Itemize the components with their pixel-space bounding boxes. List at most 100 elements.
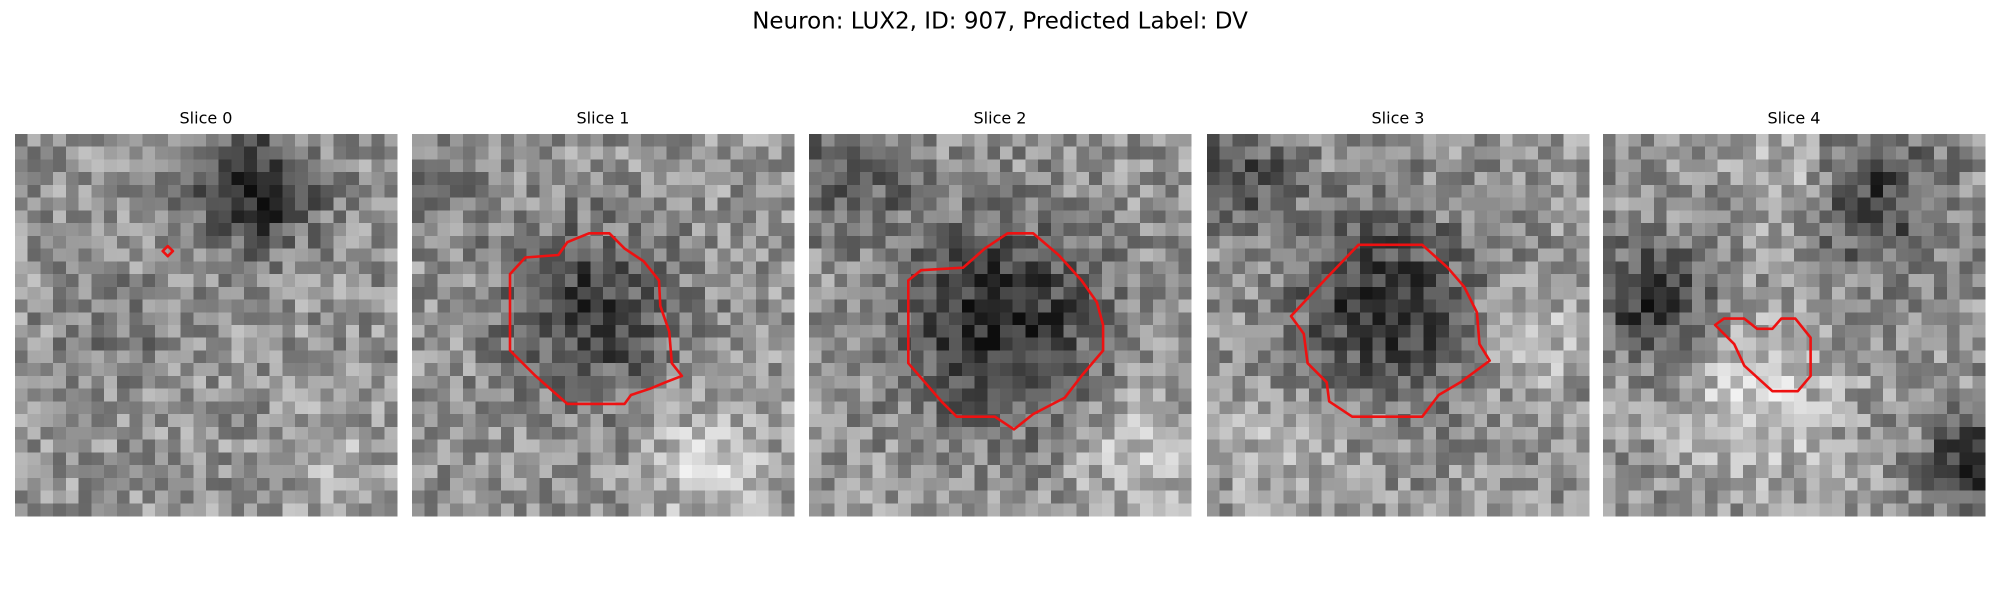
pixel	[1666, 325, 1680, 339]
pixel	[1563, 146, 1577, 161]
pixel	[1461, 452, 1475, 466]
pixel	[244, 426, 258, 441]
pixel	[1076, 426, 1090, 441]
pixel	[730, 312, 744, 326]
pixel	[1781, 286, 1795, 301]
pixel	[768, 146, 782, 161]
pixel	[1794, 414, 1808, 428]
pixel	[501, 184, 515, 199]
pixel	[1063, 299, 1077, 313]
pixel	[218, 401, 233, 415]
pixel	[1704, 134, 1719, 148]
pixel	[1538, 210, 1552, 224]
pixel	[116, 388, 131, 402]
pixel	[1207, 414, 1221, 428]
pixel	[666, 490, 680, 504]
pixel	[1257, 223, 1272, 237]
pixel	[821, 286, 836, 301]
pixel	[27, 197, 42, 211]
pixel	[1089, 503, 1103, 517]
pixel	[552, 312, 566, 326]
pixel	[1448, 401, 1463, 415]
pixel	[1423, 325, 1437, 339]
pixel	[679, 261, 693, 275]
pixel	[885, 134, 899, 148]
pixel	[936, 248, 950, 262]
pixel	[1398, 452, 1412, 466]
pixel	[885, 337, 899, 352]
pixel	[1270, 465, 1284, 479]
pixel	[40, 223, 54, 237]
pixel	[834, 223, 848, 237]
pixel	[1461, 274, 1475, 288]
pixel	[1257, 159, 1272, 173]
pixel	[424, 261, 439, 275]
pixel	[1755, 490, 1770, 504]
pixel	[91, 350, 105, 364]
pixel	[1448, 223, 1463, 237]
pixel	[526, 490, 540, 504]
pixel	[1934, 223, 1948, 237]
pixel	[1972, 274, 1986, 288]
pixel	[730, 134, 744, 148]
pixel	[1641, 401, 1655, 415]
pixel	[1114, 375, 1128, 390]
pixel	[1628, 465, 1642, 479]
pixel	[1794, 134, 1808, 148]
pixel	[218, 235, 233, 250]
pixel	[1423, 299, 1437, 313]
pixel	[809, 274, 823, 288]
pixel	[1550, 210, 1565, 224]
pixel	[1934, 401, 1948, 415]
pixel	[666, 465, 680, 479]
pixel	[1550, 452, 1565, 466]
pixel	[885, 490, 899, 504]
pixel	[1832, 159, 1846, 173]
pixel	[961, 197, 976, 211]
pixel	[450, 426, 464, 441]
pixel	[1359, 439, 1374, 453]
pixel	[1512, 159, 1526, 173]
pixel	[1512, 184, 1526, 199]
pixel	[269, 210, 283, 224]
pixel	[1436, 363, 1450, 377]
pixel	[923, 172, 937, 186]
pixel	[1615, 210, 1630, 224]
pixel	[1321, 159, 1335, 173]
pixel	[936, 197, 950, 211]
pixel	[358, 363, 373, 377]
pixel	[1372, 261, 1386, 275]
pixel	[1755, 210, 1770, 224]
pixel	[1152, 159, 1167, 173]
pixel	[1038, 210, 1052, 224]
pixel	[1398, 401, 1412, 415]
pixel	[1232, 325, 1246, 339]
pixel	[142, 134, 156, 148]
pixel	[358, 375, 373, 390]
pixel	[1972, 426, 1986, 441]
pixel	[1165, 414, 1179, 428]
pixel	[1743, 439, 1757, 453]
pixel	[1436, 414, 1450, 428]
pixel	[1743, 248, 1757, 262]
pixel	[129, 490, 143, 504]
pixel	[1270, 490, 1284, 504]
pixel	[193, 388, 207, 402]
pixel	[1525, 503, 1539, 517]
pixel	[704, 375, 719, 390]
pixel	[1114, 503, 1128, 517]
pixel	[256, 350, 271, 364]
pixel	[513, 426, 528, 441]
pixel	[1743, 159, 1757, 173]
pixel	[717, 172, 731, 186]
pixel	[1499, 426, 1514, 441]
pixel	[1512, 299, 1526, 313]
pixel	[40, 503, 54, 517]
pixel	[1576, 159, 1590, 173]
pixel	[564, 261, 579, 275]
pixel	[781, 274, 795, 288]
pixel	[256, 375, 271, 390]
pixel	[218, 363, 233, 377]
pixel	[1679, 286, 1693, 301]
pixel	[1781, 325, 1795, 339]
